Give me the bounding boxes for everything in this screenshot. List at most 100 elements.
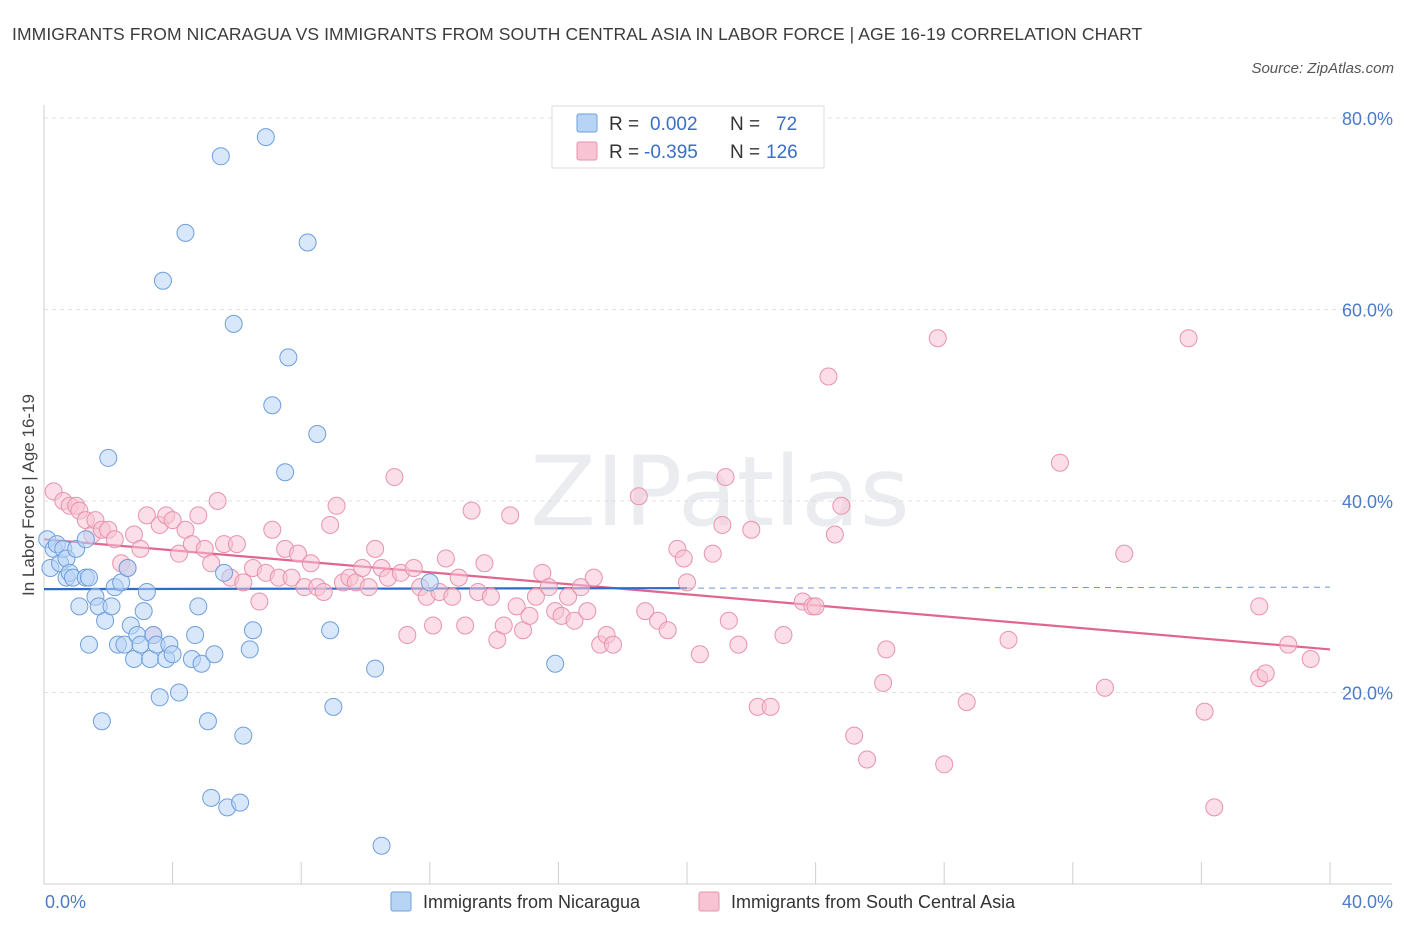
- data-point-south-central-asia: [703, 544, 722, 563]
- data-point-south-central-asia: [604, 635, 623, 654]
- data-point-south-central-asia: [1050, 453, 1069, 472]
- data-point-south-central-asia: [928, 329, 947, 348]
- data-point-south-central-asia: [137, 506, 156, 525]
- data-point-nicaragua: [92, 712, 111, 731]
- legend-r-label-2: R =: [609, 142, 639, 163]
- data-point-nicaragua: [186, 626, 205, 645]
- bottom-legend-label-south-central-asia: Immigrants from South Central Asia: [731, 892, 1016, 912]
- legend-swatch-nicaragua: [576, 113, 598, 133]
- data-point-south-central-asia: [314, 582, 333, 601]
- data-point-south-central-asia: [436, 549, 455, 568]
- x-tick-labels: 0.0% 40.0%: [45, 892, 1393, 912]
- data-point-south-central-asia: [131, 539, 150, 558]
- data-point-south-central-asia: [578, 602, 597, 621]
- legend-swatch-south-central-asia: [576, 141, 598, 161]
- data-point-south-central-asia: [636, 602, 655, 621]
- data-point-south-central-asia: [520, 606, 539, 625]
- data-point-south-central-asia: [1250, 597, 1269, 616]
- data-point-nicaragua: [243, 621, 262, 640]
- legend-n-label-2: N =: [730, 142, 760, 163]
- data-point-south-central-asia: [877, 640, 896, 659]
- data-point-nicaragua: [153, 271, 172, 290]
- series-legend: Immigrants from Nicaragua Immigrants fro…: [390, 891, 1016, 912]
- data-point-south-central-asia: [263, 520, 282, 539]
- legend-n-value-1: 72: [776, 114, 797, 135]
- legend-n-value-2: 126: [766, 142, 798, 163]
- data-point-nicaragua: [308, 424, 327, 443]
- data-point-south-central-asia: [301, 554, 320, 573]
- data-point-south-central-asia: [845, 726, 864, 745]
- x-tick-label: 0.0%: [45, 892, 86, 912]
- data-point-south-central-asia: [832, 496, 851, 515]
- data-point-south-central-asia: [227, 535, 246, 554]
- data-point-nicaragua: [276, 463, 295, 482]
- data-point-south-central-asia: [494, 616, 513, 635]
- data-point-south-central-asia: [1195, 702, 1214, 721]
- data-point-south-central-asia: [825, 525, 844, 544]
- data-point-south-central-asia: [327, 496, 346, 515]
- data-point-nicaragua: [321, 621, 340, 640]
- data-point-south-central-asia: [874, 673, 893, 692]
- data-point-nicaragua: [366, 659, 385, 678]
- data-point-south-central-asia: [1279, 635, 1298, 654]
- data-point-nicaragua: [176, 223, 195, 242]
- data-point-south-central-asia: [424, 616, 443, 635]
- y-axis-label: In Labor Force | Age 16-19: [19, 394, 38, 596]
- data-point-south-central-asia: [716, 468, 735, 487]
- data-point-nicaragua: [150, 688, 169, 707]
- data-point-south-central-asia: [526, 587, 545, 606]
- data-point-south-central-asia: [234, 573, 253, 592]
- legend-r-value-1: 0.002: [650, 114, 698, 135]
- bottom-legend-swatch-nicaragua: [390, 891, 412, 912]
- data-point-south-central-asia: [250, 592, 269, 611]
- data-point-south-central-asia: [398, 626, 417, 645]
- data-point-south-central-asia: [282, 568, 301, 587]
- data-point-south-central-asia: [163, 511, 182, 530]
- data-point-south-central-asia: [1095, 678, 1114, 697]
- trend-line-nicaragua-extension: [686, 586, 1331, 589]
- data-point-south-central-asia: [1301, 649, 1320, 668]
- data-point-south-central-asia: [858, 750, 877, 769]
- data-point-south-central-asia: [288, 544, 307, 563]
- data-point-nicaragua: [279, 348, 298, 367]
- data-point-south-central-asia: [1179, 329, 1198, 348]
- legend-r-label-1: R =: [609, 114, 639, 135]
- data-point-south-central-asia: [690, 645, 709, 664]
- series-south-central-asia-points: [44, 329, 1320, 817]
- data-point-south-central-asia: [1115, 544, 1134, 563]
- data-point-south-central-asia: [678, 573, 696, 592]
- data-point-south-central-asia: [565, 611, 584, 630]
- data-point-nicaragua: [298, 233, 317, 252]
- data-point-south-central-asia: [321, 515, 340, 534]
- data-point-south-central-asia: [456, 616, 475, 635]
- data-point-nicaragua: [76, 530, 95, 549]
- data-point-nicaragua: [215, 563, 234, 582]
- data-point-south-central-asia: [658, 621, 677, 640]
- bottom-legend-swatch-south-central-asia: [698, 891, 720, 912]
- data-point-south-central-asia: [571, 578, 590, 597]
- data-point-south-central-asia: [501, 506, 520, 525]
- data-point-south-central-asia: [774, 626, 793, 645]
- data-point-south-central-asia: [1256, 664, 1275, 683]
- data-point-nicaragua: [546, 654, 565, 673]
- data-point-nicaragua: [192, 654, 211, 673]
- data-point-south-central-asia: [742, 520, 761, 539]
- data-point-south-central-asia: [584, 568, 603, 587]
- data-point-south-central-asia: [170, 544, 189, 563]
- data-point-nicaragua: [118, 559, 137, 578]
- data-point-nicaragua: [80, 635, 99, 654]
- y-tick-label: 40.0%: [1342, 492, 1393, 512]
- data-point-south-central-asia: [935, 755, 954, 774]
- source-label: Source: ZipAtlas.com: [1251, 60, 1394, 77]
- data-point-nicaragua: [211, 147, 230, 166]
- data-point-south-central-asia: [443, 587, 462, 606]
- data-point-south-central-asia: [559, 587, 578, 606]
- data-point-nicaragua: [163, 645, 182, 664]
- data-point-nicaragua: [372, 836, 391, 855]
- data-point-nicaragua: [137, 582, 156, 601]
- data-point-nicaragua: [234, 726, 253, 745]
- data-point-south-central-asia: [481, 587, 500, 606]
- y-tick-label: 60.0%: [1342, 301, 1393, 321]
- data-point-nicaragua: [99, 448, 118, 467]
